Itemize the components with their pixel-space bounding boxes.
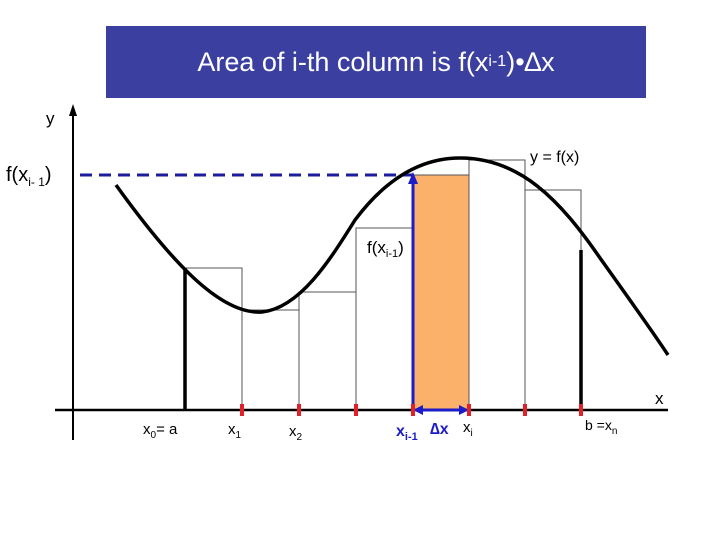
delta-x-arrow-left [413, 405, 423, 415]
f-left-label: f(xi- 1) [6, 164, 52, 189]
tick-label-x0: x0= a [143, 421, 178, 441]
x-axis-label: x [655, 389, 664, 408]
f-column-label: f(xi-1) [367, 238, 404, 260]
column-1 [184, 267, 243, 411]
title-subscript: i-1 [488, 53, 507, 70]
title-prefix: Area of i-th column is f(x [197, 46, 489, 77]
title-suffix: )•∆x [506, 46, 555, 77]
blue-height-arrow [408, 172, 418, 184]
tick-label-xi: xi [463, 419, 473, 439]
y-axis-arrow [69, 104, 77, 116]
column-6 [468, 159, 526, 411]
column-3 [298, 291, 357, 411]
tick-label-b: b =xn [585, 417, 617, 437]
curve-fx [114, 156, 670, 356]
title-banner: Area of i-th column is f(x i-1)•∆x [106, 26, 646, 98]
delta-x-arrow-right [459, 405, 469, 415]
tick-label-x1: x1 [228, 421, 242, 441]
curve-label: y = f(x) [530, 149, 579, 166]
highlighted-column [412, 174, 470, 411]
delta-x-label: ∆x [430, 421, 449, 438]
tick-label-xim1: xi-1 [396, 423, 418, 443]
tick-label-x2: x2 [289, 423, 303, 443]
y-axis-label: y [46, 109, 55, 128]
column-2 [241, 309, 300, 411]
